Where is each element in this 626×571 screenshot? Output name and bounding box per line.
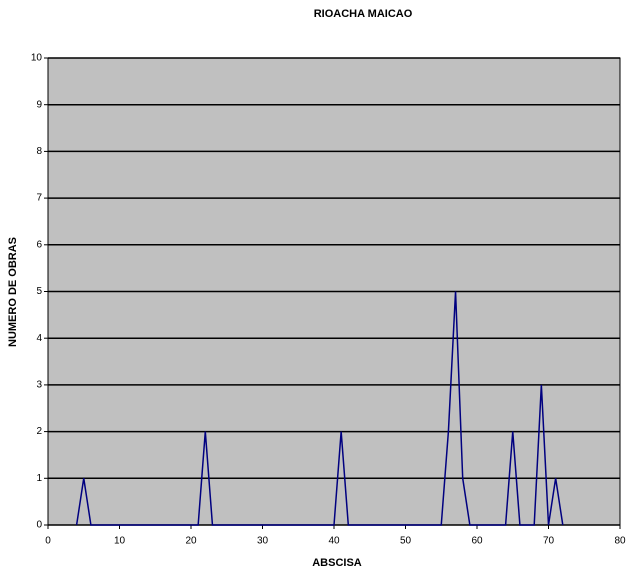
- y-tick-label: 7: [36, 193, 42, 204]
- data-line: [75, 291, 564, 526]
- y-tick-label: 2: [36, 426, 42, 437]
- x-tick-label: 50: [400, 536, 412, 547]
- y-axis-label: NUMERO DE OBRAS: [7, 237, 19, 347]
- x-tick-label: 10: [114, 536, 126, 547]
- y-tick-label: 1: [36, 473, 42, 484]
- x-axis-label: ABSCISA: [312, 557, 362, 569]
- y-tick-label: 3: [36, 380, 42, 391]
- y-tick-label: 4: [36, 333, 42, 344]
- x-tick-label: 40: [328, 536, 340, 547]
- y-tick-label: 0: [36, 520, 42, 531]
- x-tick-label: 60: [471, 536, 483, 547]
- x-tick-label: 30: [257, 536, 269, 547]
- y-tick-label: 10: [31, 53, 43, 64]
- y-tick-label: 8: [36, 146, 42, 157]
- y-tick-label: 5: [36, 286, 42, 297]
- y-tick-label: 6: [36, 239, 42, 250]
- x-tick-label: 0: [45, 536, 51, 547]
- y-tick-label: 9: [36, 99, 42, 110]
- x-tick-label: 80: [614, 536, 626, 547]
- x-tick-label: 70: [543, 536, 555, 547]
- x-tick-label: 20: [185, 536, 197, 547]
- chart-title: RIOACHA MAICAO: [314, 8, 413, 20]
